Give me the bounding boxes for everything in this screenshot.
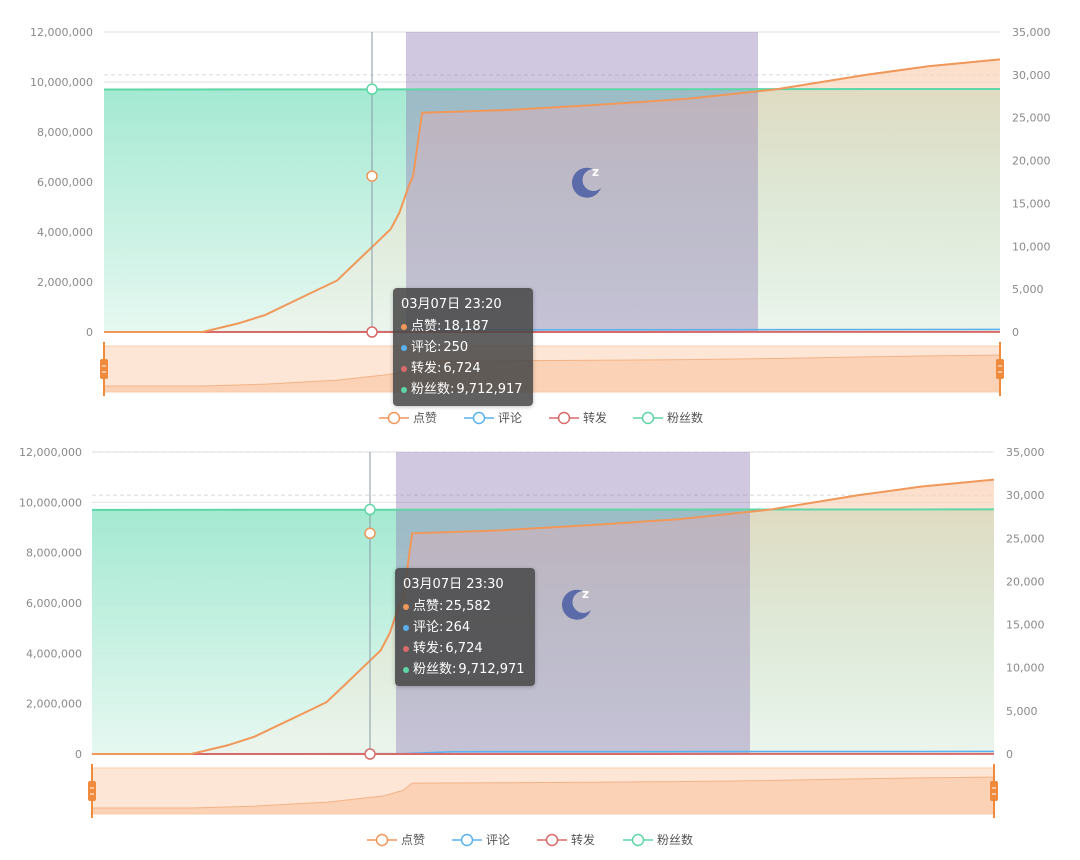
y-left-tick-label: 6,000,000 — [26, 597, 82, 610]
legend-item[interactable]: 评论 — [452, 833, 510, 847]
y-right-tick-label: 35,000 — [1012, 26, 1051, 39]
legend-item[interactable]: 点赞 — [379, 411, 437, 425]
legend-item[interactable]: 点赞 — [367, 833, 425, 847]
y-right-tick-label: 10,000 — [1006, 662, 1045, 675]
chart-svg-2[interactable]: 12,000,000 10,000,000 8,000,000 6,000,000 4,… — [0, 428, 1080, 856]
y-right-tick-label: 0 — [1012, 326, 1019, 339]
tooltip-row-followers: 粉丝数:9,712,971 — [403, 659, 525, 680]
tooltip-row-shares: 转发:6,724 — [401, 358, 523, 379]
y-left-tick-label: 12,000,000 — [30, 26, 93, 39]
y-right-tick-label: 30,000 — [1012, 69, 1051, 82]
legend-label: 转发 — [571, 832, 595, 847]
y-left-tick-label: 0 — [75, 748, 82, 761]
highlight-point-shares — [365, 749, 375, 759]
y-right-tick-label: 25,000 — [1006, 532, 1045, 545]
y-left-tick-label: 10,000,000 — [30, 76, 93, 89]
y-right-tick-label: 20,000 — [1006, 575, 1045, 588]
tooltip-title: 03月07日 23:20 — [401, 294, 523, 315]
legend-item[interactable]: 转发 — [549, 410, 607, 425]
tooltip-row-likes: 点赞:18,187 — [401, 316, 523, 337]
chart-svg-1[interactable]: 12,000,000 10,000,000 8,000,000 6,000,000 4,… — [0, 0, 1080, 428]
series-line-followers — [92, 509, 994, 510]
legend-item[interactable]: 粉丝数 — [623, 832, 693, 847]
legend-item[interactable]: 评论 — [464, 411, 522, 425]
y-right-tick-label: 20,000 — [1012, 155, 1051, 168]
y-left-tick-label: 2,000,000 — [26, 698, 82, 711]
y-right-tick-label: 5,000 — [1006, 705, 1038, 718]
tooltip-row-comments: 评论:264 — [403, 617, 525, 638]
tooltip-row-comments: 评论:250 — [401, 337, 523, 358]
legend-item[interactable]: 转发 — [537, 832, 595, 847]
y-left-tick-label: 2,000,000 — [37, 276, 93, 289]
legend-label: 评论 — [498, 411, 522, 425]
tooltip: 03月07日 23:20 点赞:18,187 评论:250 转发:6,724 粉… — [393, 288, 533, 406]
legend-label: 点赞 — [413, 411, 437, 425]
y-left-tick-label: 4,000,000 — [26, 647, 82, 660]
y-left-tick-label: 10,000,000 — [19, 496, 82, 509]
legend-label: 点赞 — [401, 833, 425, 847]
legend-item[interactable]: 粉丝数 — [633, 410, 703, 425]
highlight-point-followers — [365, 505, 375, 515]
highlight-point-shares — [367, 327, 377, 337]
y-left-tick-label: 6,000,000 — [37, 176, 93, 189]
legend-label: 评论 — [486, 833, 510, 847]
highlight-point-followers — [367, 84, 377, 94]
series-line-followers — [104, 89, 1000, 90]
tooltip-title: 03月07日 23:30 — [403, 574, 525, 595]
y-left-tick-label: 8,000,000 — [26, 547, 82, 560]
tooltip-row-followers: 粉丝数:9,712,917 — [401, 379, 523, 400]
y-right-tick-label: 30,000 — [1006, 489, 1045, 502]
svg-text:z: z — [592, 165, 599, 179]
y-right-tick-label: 10,000 — [1012, 240, 1051, 253]
y-right-tick-label: 15,000 — [1012, 197, 1051, 210]
y-left-tick-label: 4,000,000 — [37, 226, 93, 239]
y-left-tick-label: 12,000,000 — [19, 446, 82, 459]
legend-label: 粉丝数 — [657, 832, 693, 847]
highlight-point-likes — [365, 528, 375, 538]
y-left-tick-label: 0 — [86, 326, 93, 339]
y-right-tick-label: 0 — [1006, 748, 1013, 761]
legend-label: 粉丝数 — [667, 410, 703, 425]
tooltip-row-likes: 点赞:25,582 — [403, 596, 525, 617]
chart-panel-2: 12,000,000 10,000,000 8,000,000 6,000,000 4,… — [0, 428, 1080, 856]
highlight-point-likes — [367, 171, 377, 181]
y-right-tick-label: 15,000 — [1006, 619, 1045, 632]
y-left-tick-label: 8,000,000 — [37, 126, 93, 139]
y-right-tick-label: 5,000 — [1012, 283, 1044, 296]
tooltip: 03月07日 23:30 点赞:25,582 评论:264 转发:6,724 粉… — [395, 568, 535, 686]
chart-panel-1: 12,000,000 10,000,000 8,000,000 6,000,000 4,… — [0, 0, 1080, 428]
y-right-tick-label: 35,000 — [1006, 446, 1045, 459]
tooltip-row-shares: 转发:6,724 — [403, 638, 525, 659]
y-right-tick-label: 25,000 — [1012, 112, 1051, 125]
svg-text:z: z — [582, 587, 589, 601]
legend-label: 转发 — [583, 410, 607, 425]
